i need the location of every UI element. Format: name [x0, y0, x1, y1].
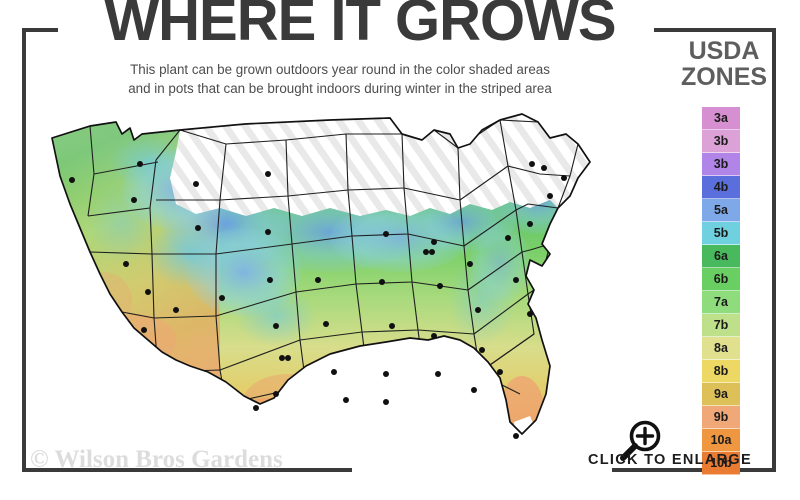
legend-swatch-8a[interactable]: 8a	[702, 337, 740, 360]
legend-swatch-10a[interactable]: 10a	[702, 429, 740, 452]
legend-swatch-4b[interactable]: 4b	[702, 176, 740, 199]
usda-zone-legend: 3a 3b 3b 4b 5a 5b 6a 6b 7a 7b 8a 8b 9a 9b 10a 10b	[702, 107, 740, 475]
frame-border-top-left	[22, 28, 58, 32]
legend-swatch-10b[interactable]: 10b	[702, 452, 740, 475]
legend-swatch-9a[interactable]: 9a	[702, 383, 740, 406]
page-title: WHERE IT GROWS	[104, 0, 616, 53]
page-subtitle: This plant can be grown outdoors year ro…	[40, 60, 640, 99]
country-outline	[51, 113, 591, 435]
legend-heading: USDA ZONES	[660, 38, 788, 91]
legend-swatch-6a[interactable]: 6a	[702, 245, 740, 268]
subtitle-line-1: This plant can be grown outdoors year ro…	[130, 62, 550, 77]
usa-map-svg	[51, 113, 591, 439]
legend-swatch-5b[interactable]: 5b	[702, 222, 740, 245]
watermark: © Wilson Bros Gardens	[30, 446, 283, 473]
frame-border-top-right	[654, 28, 776, 32]
subtitle-line-2: and in pots that can be brought indoors …	[128, 81, 552, 97]
legend-swatch-3b-1[interactable]: 3b	[702, 130, 740, 153]
legend-heading-line-1: USDA	[688, 37, 760, 65]
map-striped-region	[170, 114, 590, 216]
legend-swatch-3a[interactable]: 3a	[702, 107, 740, 130]
legend-swatch-5a[interactable]: 5a	[702, 199, 740, 222]
click-to-enlarge-label[interactable]: CLICK TO ENLARGE	[588, 452, 752, 468]
legend-swatch-9b[interactable]: 9b	[702, 406, 740, 429]
legend-swatch-7b[interactable]: 7b	[702, 314, 740, 337]
legend-swatch-8b[interactable]: 8b	[702, 360, 740, 383]
city-dots	[69, 161, 567, 439]
legend-swatch-6b[interactable]: 6b	[702, 268, 740, 291]
frame-border-bottom-right	[612, 468, 776, 472]
legend-swatch-7a[interactable]: 7a	[702, 291, 740, 314]
frame-border-left	[22, 28, 26, 472]
legend-heading-line-2: ZONES	[680, 63, 768, 92]
legend-swatch-3b-2[interactable]: 3b	[702, 153, 740, 176]
magnifier-plus-icon[interactable]	[618, 418, 664, 464]
hardiness-zone-map[interactable]	[30, 104, 640, 452]
frame-border-bottom-left	[22, 468, 352, 472]
frame-border-right	[772, 28, 776, 472]
